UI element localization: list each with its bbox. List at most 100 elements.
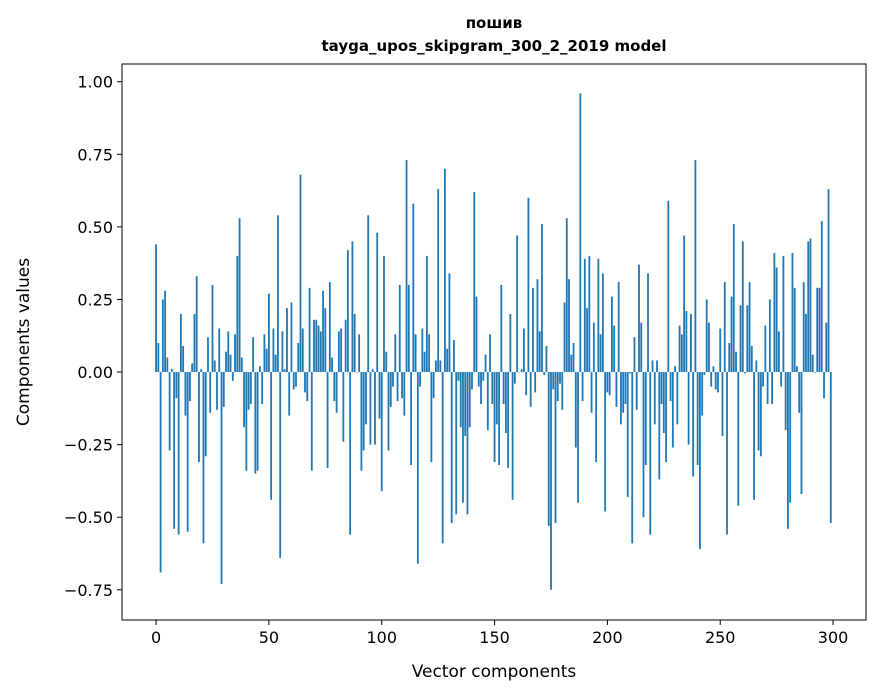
bar-component-181 xyxy=(563,302,566,373)
bar-component-251 xyxy=(721,372,724,436)
bar-component-127 xyxy=(441,372,444,544)
bar-component-177 xyxy=(554,372,557,524)
bar-component-225 xyxy=(662,372,665,434)
bar-component-128 xyxy=(444,168,446,373)
bar-component-86 xyxy=(349,372,352,535)
bar-component-226 xyxy=(665,372,667,463)
bar-component-174 xyxy=(547,372,550,526)
y-axis: 1.00 0.75 0.50 0.25 0.00 −0.25 −0.50 −0.75 xyxy=(64,73,122,600)
bar-component-259 xyxy=(739,305,742,373)
bar-component-140 xyxy=(471,372,473,390)
bar-component-142 xyxy=(475,296,478,373)
bar-component-43 xyxy=(252,337,255,373)
bar-component-71 xyxy=(315,319,318,373)
bar-component-11 xyxy=(179,313,182,373)
bar-component-119 xyxy=(423,351,426,373)
bar-component-197 xyxy=(599,334,602,373)
bar-component-191 xyxy=(586,308,588,373)
bar-component-92 xyxy=(362,372,365,451)
bar-component-122 xyxy=(430,372,433,463)
bar-component-238 xyxy=(692,372,695,477)
bar-component-206 xyxy=(620,372,622,425)
bar-component-120 xyxy=(425,255,428,373)
bar-component-69 xyxy=(310,372,313,471)
bar-component-190 xyxy=(583,258,586,373)
bar-component-60 xyxy=(290,302,293,373)
bar-component-236 xyxy=(687,372,690,445)
bar-component-229 xyxy=(671,372,674,448)
bar-component-282 xyxy=(791,253,794,373)
bar-component-172 xyxy=(543,372,546,375)
bar-component-129 xyxy=(446,348,449,373)
bar-component-232 xyxy=(678,325,681,373)
bar-component-273 xyxy=(771,372,774,404)
bar-component-202 xyxy=(611,296,613,373)
bar-component-299 xyxy=(829,372,832,524)
bar-component-224 xyxy=(660,372,663,404)
bar-component-27 xyxy=(216,372,218,410)
bar-component-145 xyxy=(482,372,485,381)
bar-component-234 xyxy=(683,235,686,373)
bar-component-8 xyxy=(173,372,176,529)
bar-component-10 xyxy=(177,372,180,535)
bar-component-91 xyxy=(360,372,363,471)
bar-component-217 xyxy=(644,372,647,465)
bar-component-16 xyxy=(191,363,194,373)
bar-component-80 xyxy=(335,372,338,413)
bar-component-169 xyxy=(536,279,539,373)
bar-component-230 xyxy=(674,366,676,373)
bar-component-289 xyxy=(807,241,810,373)
bar-component-245 xyxy=(708,322,710,373)
bar-component-111 xyxy=(405,160,408,373)
bar-component-13 xyxy=(184,372,187,416)
bar-component-136 xyxy=(462,372,464,503)
bar-component-252 xyxy=(723,282,726,373)
bar-component-257 xyxy=(735,351,737,373)
bar-component-203 xyxy=(613,325,616,373)
bar-component-7 xyxy=(170,369,173,373)
bar-component-112 xyxy=(407,284,410,373)
bar-component-1 xyxy=(157,343,160,373)
bar-component-220 xyxy=(651,360,654,373)
bar-component-260 xyxy=(741,241,744,373)
bar-component-41 xyxy=(247,372,250,410)
bar-component-29 xyxy=(220,372,223,584)
bar-component-255 xyxy=(730,296,733,373)
bar-component-104 xyxy=(389,372,392,407)
bar-component-221 xyxy=(653,372,656,425)
bar-component-218 xyxy=(647,273,649,373)
bar-component-143 xyxy=(477,372,480,387)
chart-title-line2: tayga_upos_skipgram_300_2_2019 model xyxy=(322,37,667,55)
bar-component-116 xyxy=(416,372,419,564)
bar-component-237 xyxy=(689,313,692,373)
bar-component-70 xyxy=(313,319,315,373)
y-axis-label: Components values xyxy=(14,258,34,426)
bar-component-73 xyxy=(319,331,322,373)
bar-component-19 xyxy=(198,372,200,463)
bar-component-89 xyxy=(356,372,358,373)
bar-component-100 xyxy=(380,372,383,492)
bar-component-241 xyxy=(699,372,701,550)
bar-component-38 xyxy=(240,357,243,373)
bar-component-31 xyxy=(225,351,227,373)
bar-component-63 xyxy=(297,343,300,373)
bar-component-150 xyxy=(493,372,496,463)
bar-component-147 xyxy=(486,372,489,431)
bar-component-272 xyxy=(768,299,771,373)
bar-component-283 xyxy=(793,287,796,373)
bar-component-107 xyxy=(396,372,399,402)
bar-component-93 xyxy=(365,372,367,425)
bar-component-78 xyxy=(331,357,333,373)
bar-component-214 xyxy=(638,264,640,373)
bar-component-117 xyxy=(419,372,421,387)
bar-component-243 xyxy=(703,372,706,375)
bar-component-183 xyxy=(568,279,570,373)
x-axis: 0 50 100 150 200 250 300 xyxy=(151,620,848,647)
bar-component-98 xyxy=(376,232,379,373)
bar-component-219 xyxy=(649,372,652,535)
bar-component-244 xyxy=(705,299,708,373)
bar-component-77 xyxy=(328,282,331,373)
bar-component-287 xyxy=(802,282,805,373)
bar-component-242 xyxy=(701,372,704,416)
